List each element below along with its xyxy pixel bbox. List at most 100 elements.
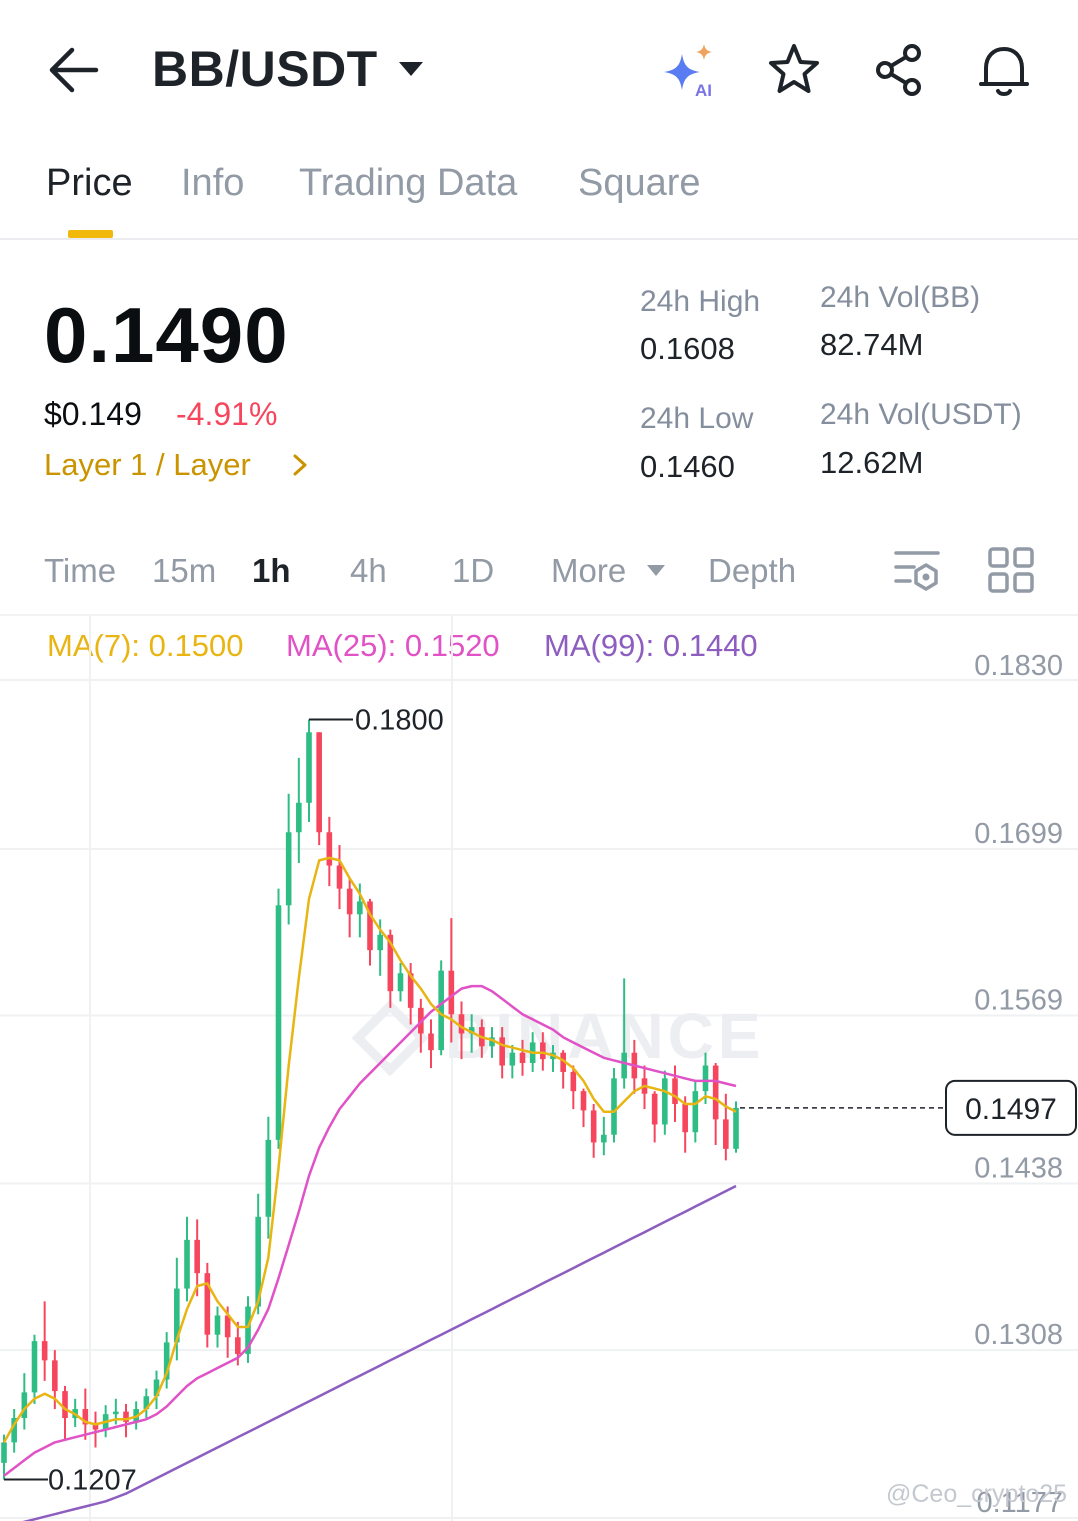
candle-body xyxy=(143,1396,150,1410)
top-bar: BB/USDT AI xyxy=(0,0,1078,140)
candle-body xyxy=(672,1078,678,1104)
interval-more[interactable]: More xyxy=(551,552,627,589)
candle-body xyxy=(92,1424,99,1430)
y-axis-tick-label: 0.1699 xyxy=(974,818,1063,850)
credit-watermark: @Ceo_crypto25 xyxy=(886,1480,1067,1508)
layout-grid-icon[interactable] xyxy=(986,545,1036,595)
ma7-line xyxy=(2,856,737,1444)
candle-body xyxy=(560,1052,566,1072)
current-price-box xyxy=(945,1079,1077,1136)
y-axis-tick-label: 0.1308 xyxy=(974,1319,1063,1351)
candle-body xyxy=(458,1014,465,1034)
ai-sparkle-icon[interactable]: AI xyxy=(662,40,722,100)
ma7-legend: MA(7): 0.1500 xyxy=(47,628,244,663)
candle-body xyxy=(682,1103,688,1133)
y-axis-tick-label: 0.1177 xyxy=(976,1487,1063,1519)
candle-body xyxy=(265,1139,272,1217)
ai-badge-text: AI xyxy=(695,81,712,100)
star-icon[interactable] xyxy=(764,40,824,100)
trading-pair-title[interactable]: BB/USDT xyxy=(152,41,378,97)
candle-body xyxy=(255,1216,261,1307)
candle-body xyxy=(296,802,302,833)
usd-price: $0.149 xyxy=(44,396,142,432)
candle-body xyxy=(397,973,404,992)
share-icon[interactable] xyxy=(870,40,930,100)
low-label: 24h Low xyxy=(640,402,754,435)
candle-body xyxy=(62,1391,68,1419)
interval-4h[interactable]: 4h xyxy=(350,552,387,589)
candle-body xyxy=(204,1273,211,1335)
candle-body xyxy=(346,888,353,915)
candle-body xyxy=(123,1411,129,1422)
bell-icon[interactable] xyxy=(974,40,1034,100)
candle-body xyxy=(52,1360,58,1392)
candle-body xyxy=(245,1306,251,1354)
candle-body xyxy=(570,1071,577,1092)
candle-body xyxy=(224,1315,231,1338)
tab-trading-data[interactable]: Trading Data xyxy=(299,162,518,204)
candle-body xyxy=(31,1341,38,1393)
tab-square[interactable]: Square xyxy=(578,162,701,204)
candle-body xyxy=(712,1065,719,1120)
indicator-settings-icon[interactable] xyxy=(892,545,942,595)
candle-body xyxy=(41,1341,48,1361)
candle-body xyxy=(448,970,455,1015)
high-value: 0.1608 xyxy=(640,331,735,366)
candle-body xyxy=(214,1315,221,1335)
candlestick-chart[interactable]: BINANCE 0.1830 0.1699 0.1569 0.1438 0.1308 0.1… xyxy=(0,616,1078,1521)
candle-body xyxy=(407,973,414,1008)
candle-body xyxy=(509,1052,516,1066)
candle-body xyxy=(235,1337,241,1354)
candle-body xyxy=(723,1119,729,1149)
tab-info[interactable]: Info xyxy=(181,162,245,204)
watermark-logo xyxy=(351,999,429,1077)
candle-body xyxy=(621,1052,627,1079)
candle-body xyxy=(702,1065,709,1092)
current-price-label: 0.1497 xyxy=(965,1093,1057,1126)
section-tabs: Price Info Trading Data Square xyxy=(0,150,1078,240)
interval-time[interactable]: Time xyxy=(44,552,117,589)
candle-body xyxy=(275,905,282,1140)
ma25-legend: MA(25): 0.1520 xyxy=(286,628,500,663)
candle-body xyxy=(326,832,333,866)
candle-body xyxy=(489,1037,495,1047)
candle-body xyxy=(306,732,312,803)
candle-body xyxy=(82,1409,89,1425)
back-arrow-icon[interactable] xyxy=(44,44,104,96)
candle-body xyxy=(611,1078,617,1135)
candle-body xyxy=(601,1134,607,1143)
candle-body xyxy=(662,1078,668,1125)
candle-body xyxy=(184,1239,190,1289)
interval-15m[interactable]: 15m xyxy=(152,552,217,589)
y-axis-tick-label: 0.1830 xyxy=(974,650,1063,682)
ma25-line xyxy=(3,984,737,1477)
vol-base-value: 82.74M xyxy=(820,327,924,362)
sector-link[interactable]: Layer 1 / Layer xyxy=(44,447,251,482)
high-label: 24h High xyxy=(640,285,761,318)
interval-1h[interactable]: 1h xyxy=(252,552,291,589)
candle-body xyxy=(580,1091,587,1111)
candle-body xyxy=(590,1110,597,1143)
watermark-text: BINANCE xyxy=(445,1000,765,1072)
more-caret-icon[interactable] xyxy=(645,562,667,578)
vol-quote-label: 24h Vol(USDT) xyxy=(820,398,1022,431)
candle-body xyxy=(468,1027,475,1034)
tab-price[interactable]: Price xyxy=(46,162,133,204)
candle-body xyxy=(438,970,444,1051)
candle-body xyxy=(163,1342,170,1380)
pair-dropdown-caret-icon[interactable] xyxy=(396,58,426,80)
depth-tab[interactable]: Depth xyxy=(708,552,797,589)
vol-base-label: 24h Vol(BB) xyxy=(820,281,981,314)
candle-body xyxy=(357,901,363,915)
ma99-line xyxy=(22,1184,737,1521)
y-axis-tick-label: 0.1569 xyxy=(974,985,1063,1017)
candle-body xyxy=(153,1379,160,1397)
candle-body xyxy=(174,1288,180,1343)
interval-1d[interactable]: 1D xyxy=(452,552,495,589)
candle-body xyxy=(387,934,394,992)
last-price: 0.1490 xyxy=(44,291,289,379)
candle-body xyxy=(1,1442,7,1463)
candle-body xyxy=(377,934,383,951)
candle-body xyxy=(519,1052,526,1063)
chevron-right-icon[interactable] xyxy=(290,452,310,478)
